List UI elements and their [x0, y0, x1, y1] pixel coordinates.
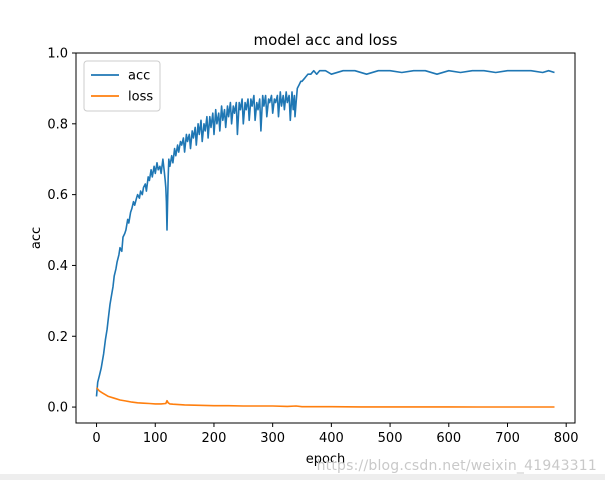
y-tick-label: 0.4	[47, 259, 68, 274]
y-tick-label: 0.8	[47, 117, 68, 132]
x-axis-label: epoch	[306, 452, 346, 467]
legend-label-loss: loss	[128, 90, 153, 105]
y-tick-label: 0.6	[47, 188, 68, 203]
y-axis: 0.0 0.2 0.4 0.6 0.8 1.0	[47, 47, 76, 416]
x-tick-label: 100	[143, 431, 168, 446]
x-tick-label: 600	[436, 431, 461, 446]
legend: acc loss	[83, 60, 161, 112]
x-tick-label: 500	[378, 431, 403, 446]
y-tick-label: 1.0	[47, 47, 68, 62]
x-tick-label: 800	[554, 431, 579, 446]
bottom-strip	[0, 474, 605, 480]
x-tick-label: 400	[319, 431, 344, 446]
y-tick-label: 0.2	[47, 330, 68, 345]
chart-title: model acc and loss	[254, 31, 398, 49]
x-tick-label: 300	[260, 431, 285, 446]
x-tick-label: 0	[92, 431, 100, 446]
axes-frame	[75, 52, 576, 424]
x-axis: 0 100 200 300 400 500 600 700 800	[92, 423, 579, 446]
y-axis-label: acc	[29, 227, 44, 249]
x-tick-label: 700	[495, 431, 520, 446]
series-line-acc	[95, 69, 555, 397]
plot-area	[95, 69, 555, 408]
y-tick-label: 0.0	[47, 401, 68, 416]
legend-label-acc: acc	[128, 69, 150, 84]
series-line-loss	[95, 387, 555, 408]
legend-box	[83, 60, 161, 112]
x-tick-label: 200	[202, 431, 227, 446]
watermark-text: https://blog.csdn.net/weixin_41943311	[316, 458, 597, 474]
